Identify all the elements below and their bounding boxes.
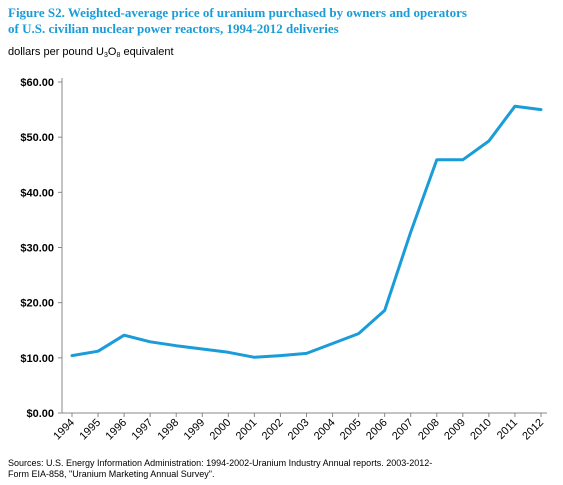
y-tick-label: $10.00 [20, 353, 54, 365]
x-tick-label: 1995 [77, 417, 103, 443]
x-tick-label: 1997 [129, 417, 155, 443]
source-note: Sources: U.S. Energy Information Adminis… [8, 458, 548, 480]
series-line-1 [70, 104, 543, 359]
y-tick-label: $20.00 [20, 298, 54, 310]
x-tick-label: 1994 [51, 417, 77, 443]
x-tick-label: 2003 [286, 417, 312, 443]
source-note-line-1: Sources: U.S. Energy Information Adminis… [8, 458, 433, 468]
y-tick-label: $30.00 [20, 243, 54, 255]
x-tick-label: 1999 [182, 417, 208, 443]
x-tick-label: 2008 [416, 417, 442, 443]
y-tick-label: $50.00 [20, 132, 54, 144]
y-tick-label: $0.00 [26, 408, 54, 420]
y-axis-label-sub-2: 8 [116, 52, 121, 59]
x-tick-label: 2006 [364, 417, 390, 443]
y-axis-label-suffix: equivalent [120, 46, 174, 58]
x-tick-label: 2009 [442, 417, 468, 443]
x-tick-label: 2005 [338, 417, 364, 443]
y-tick-label: $60.00 [20, 77, 54, 89]
chart-title-line-1: Figure S2. Weighted-average price of ura… [8, 5, 467, 20]
y-tick-label: $40.00 [20, 187, 54, 199]
source-note-line-2: Form EIA-858, "Uranium Marketing Annual … [8, 469, 215, 479]
x-tick-label: 2012 [520, 417, 546, 443]
x-tick-label: 1998 [156, 417, 182, 443]
x-tick-label: 1996 [103, 417, 129, 443]
y-axis-label: dollars per pound U3O8 equivalent [8, 46, 174, 59]
chart-title-line-2: of U.S. civilian nuclear power reactors,… [8, 21, 339, 36]
y-axis-label-sub-1: 3 [104, 52, 108, 59]
y-axis-label-prefix: dollars per pound U [8, 46, 105, 58]
x-tick-label: 2004 [312, 417, 338, 443]
chart-title: Figure S2. Weighted-average price of ura… [8, 5, 548, 37]
y-axis-label-mid: O [107, 46, 117, 58]
x-tick-label: 2011 [495, 417, 520, 442]
x-tick-label: 2007 [390, 417, 416, 443]
x-tick-label: 2001 [234, 417, 260, 443]
x-tick-label: 2010 [468, 417, 494, 443]
x-tick-label: 2000 [208, 417, 234, 443]
x-tick-label: 2002 [260, 417, 286, 443]
